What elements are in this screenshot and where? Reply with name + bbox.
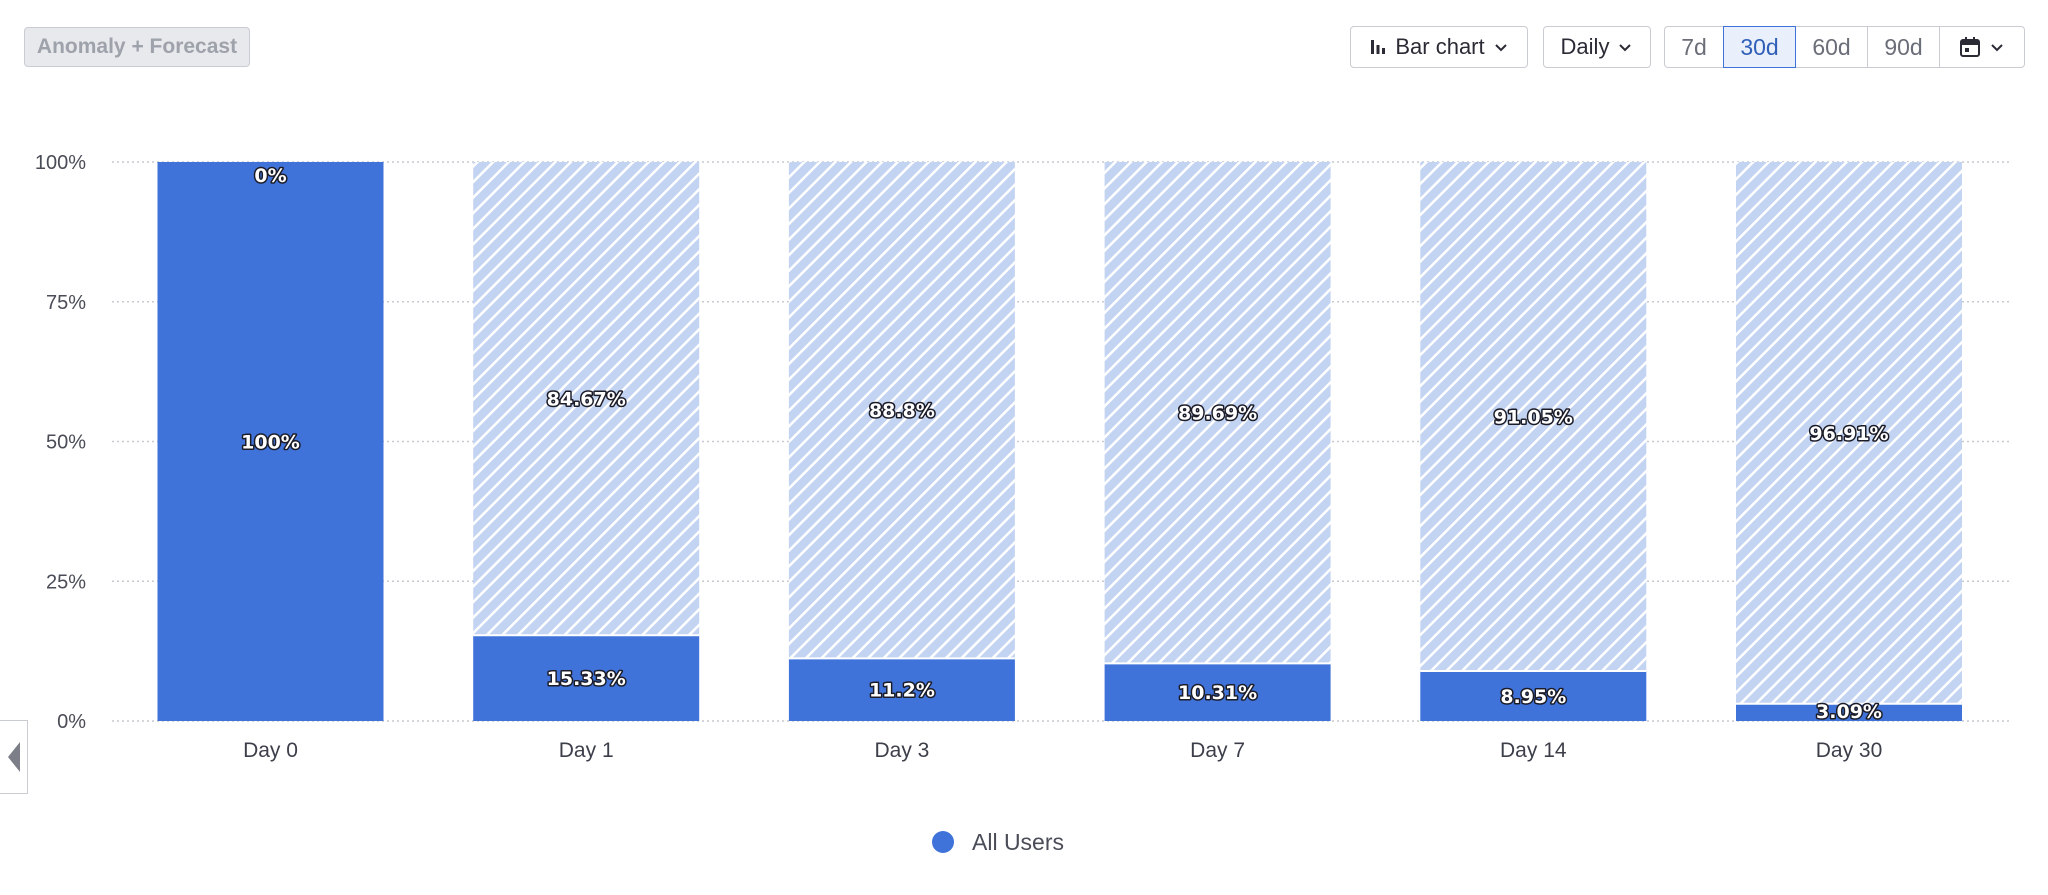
x-category-label: Day 7 [1190,739,1245,762]
anomaly-forecast-button[interactable]: Anomaly + Forecast [24,27,250,67]
grid-lines [112,161,2010,722]
retained-value-label: 15.33% [547,668,626,690]
x-category-label: Day 14 [1500,739,1567,762]
retained-value-label: 11.2% [869,680,935,702]
range-30d-button[interactable]: 30d [1723,26,1796,68]
chart-type-dropdown[interactable]: Bar chart [1350,26,1528,68]
dropped-value-label: 88.8% [869,400,935,422]
caret-left-icon [7,742,20,772]
range-90d-button[interactable]: 90d [1867,26,1940,68]
interval-label: Daily [1560,34,1610,59]
bar-retained-segment[interactable] [1104,663,1331,721]
x-category-label: Day 0 [243,739,298,762]
range-60d-button[interactable]: 60d [1795,26,1868,68]
dropped-value-label: 0% [254,165,286,187]
x-category-label: Day 30 [1816,739,1883,762]
bar-retained-segment[interactable] [473,635,700,721]
retained-value-label: 3.09% [1816,701,1882,723]
legend-label: All Users [972,829,1064,855]
bar-retained-segment[interactable] [1736,703,1962,721]
bars [157,162,1962,721]
x-category-label: Day 3 [874,739,929,762]
interval-dropdown[interactable]: Daily [1543,26,1651,68]
calendar-icon [1960,37,1980,57]
chevron-down-icon [1619,44,1632,52]
data-labels: 100% 0% 15.33% 84.67% 11.2% 88.8% 10.31% 89.69%… [240,164,1890,725]
bar-dropped-segment[interactable] [1736,162,1962,704]
legend-entry[interactable]: All Users [932,829,1064,855]
y-tick-label: 50% [46,432,86,454]
y-tick-label: 75% [46,292,86,314]
bar-dropped-segment[interactable] [473,162,700,636]
circle-icon [932,831,954,853]
bar-dropped-segment[interactable] [1104,162,1331,664]
dropped-value-label: 84.67% [547,389,626,411]
y-tick-label: 0% [57,711,86,733]
chevron-down-icon [1494,44,1507,52]
x-category-label: Day 1 [559,739,614,762]
y-axis: 0% 25% 50% 75% 100% [35,152,86,733]
retained-value-label: 10.31% [1178,682,1257,704]
bar-retained-segment[interactable] [788,658,1015,721]
date-range-selector: 7d 30d 60d 90d [1664,26,2025,68]
chevron-down-icon [1991,44,2003,52]
bar-dropped-segment[interactable] [788,162,1015,659]
retained-value-label: 100% [241,432,300,454]
y-tick-label: 25% [46,571,86,593]
y-tick-label: 100% [35,152,86,174]
dropped-value-label: 96.91% [1809,423,1888,445]
dropped-value-label: 91.05% [1494,406,1573,428]
bar-retained-segment[interactable] [157,162,384,721]
bar-retained-segment[interactable] [1420,670,1647,721]
bar-chart-icon [1371,40,1386,54]
bar-dropped-segment[interactable] [1420,162,1647,671]
collapse-panel-button[interactable] [0,720,28,794]
chart-toolbar: Anomaly + Forecast Bar chart Daily 7d 30… [0,0,2048,100]
x-axis: Day 0 Day 1 Day 3 Day 7 Day 14 Day 30 [243,739,1882,762]
range-7d-button[interactable]: 7d [1664,26,1724,68]
retained-value-label: 8.95% [1500,686,1566,708]
custom-date-button[interactable] [1939,26,2025,68]
legend: All Users [932,829,1064,855]
chart-type-label: Bar chart [1395,34,1485,59]
dropped-value-label: 89.69% [1178,403,1257,425]
